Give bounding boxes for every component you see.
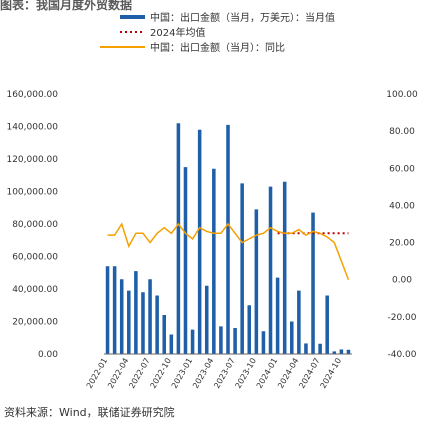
y-right-tick-label: 20.00 [389, 239, 415, 249]
y-left-tick-label: 40,000.00 [12, 285, 58, 295]
bar [240, 183, 244, 354]
y-right-tick-label: 60.00 [389, 164, 415, 174]
bar [162, 315, 166, 354]
bar [197, 129, 202, 354]
legend-label-bar: 中国：出口金额（当月，万美元）：当月值 [150, 11, 335, 24]
bar [282, 181, 287, 354]
bar [127, 290, 131, 354]
y-right-tick-label: -20.00 [387, 313, 416, 323]
bar [134, 271, 138, 354]
y-left-tick-label: 20,000.00 [12, 318, 58, 328]
bar [325, 295, 329, 354]
source-note: 资料来源：Wind，联储证券研究院 [4, 406, 175, 419]
legend: 中国：出口金额（当月，万美元）：当月值 2024年均值 中国：出口金额（当月）：… [100, 11, 335, 54]
yoy-line [107, 222, 350, 280]
legend-label-line: 中国：出口金额（当月）：同比 [150, 41, 285, 54]
bar-series [105, 123, 351, 354]
bar [332, 351, 337, 354]
y-left-tick-label: 60,000.00 [12, 253, 58, 263]
bar [318, 343, 322, 354]
y-left-tick-label: 80,000.00 [12, 220, 58, 230]
bar [275, 277, 280, 354]
legend-label-avg: 2024年均值 [150, 26, 205, 39]
bar [190, 329, 195, 354]
bar [105, 266, 110, 354]
bar [183, 167, 188, 354]
x-tick-label: 2024-10 [319, 357, 344, 390]
y-left-axis: 0.00 20,000.00 40,000.00 60,000.00 80,000.00… [6, 90, 58, 360]
bar [226, 124, 230, 354]
y-right-tick-label: -40.00 [387, 350, 416, 360]
bar [204, 285, 209, 354]
bar [148, 279, 152, 354]
y-left-tick-label: 100,000.00 [6, 188, 58, 198]
x-axis: 2022-012022-042022-072022-102023-012023-… [85, 357, 343, 390]
chart-title: 图表：我国月度外贸数据 [0, 0, 133, 12]
y-right-tick-label: 0.00 [392, 276, 412, 286]
bar [311, 212, 315, 354]
bar [339, 349, 344, 354]
bar [141, 292, 145, 354]
y-right-tick-label: 40.00 [389, 201, 415, 211]
bar [112, 266, 117, 354]
bar [290, 321, 294, 354]
bar [297, 290, 301, 354]
bar [346, 349, 351, 354]
bar [254, 209, 259, 354]
y-left-tick-label: 120,000.00 [6, 155, 58, 165]
y-left-tick-label: 140,000.00 [6, 123, 58, 133]
bar [268, 186, 273, 354]
y-right-tick-label: 100.00 [386, 90, 418, 100]
bar [304, 343, 308, 354]
bar [212, 168, 216, 354]
bar [247, 305, 252, 354]
y-right-tick-label: 80.00 [389, 127, 415, 137]
y-right-axis: -40.00 -20.00 0.00 20.00 40.00 60.00 80.00 100.… [386, 90, 418, 360]
y-left-tick-label: 160,000.00 [6, 90, 58, 100]
bar [119, 279, 124, 354]
bar [233, 328, 237, 354]
bar [169, 334, 174, 354]
y-left-tick-label: 0.00 [38, 350, 58, 360]
bar [155, 295, 159, 354]
bar [176, 123, 181, 354]
bar [219, 326, 223, 354]
bar [261, 331, 266, 354]
